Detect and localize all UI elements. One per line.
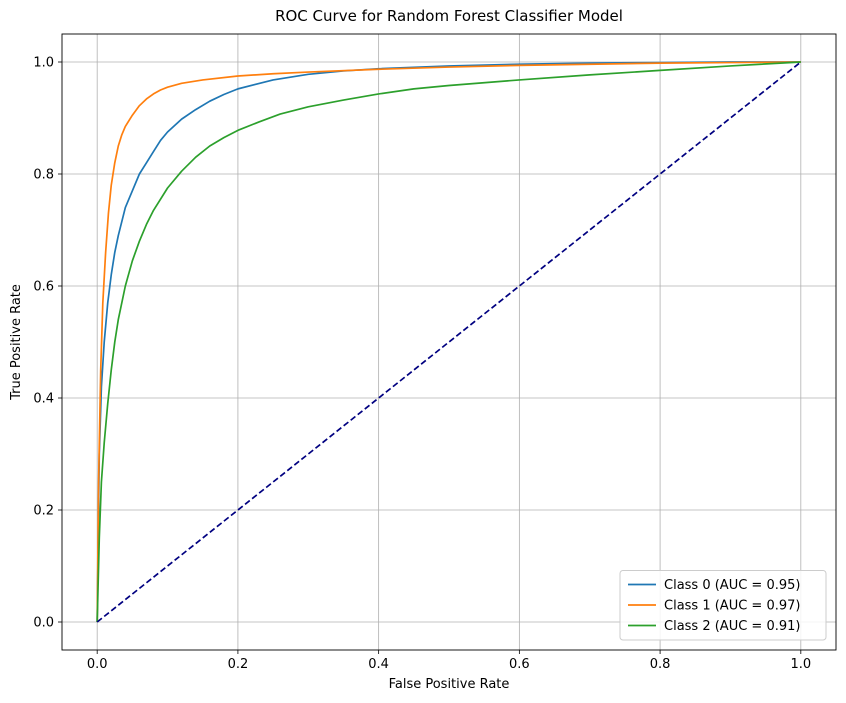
y-tick-label: 0.0 [33, 616, 54, 631]
grid-layer [62, 34, 836, 650]
legend: Class 0 (AUC = 0.95) Class 1 (AUC = 0.97)… [619, 570, 827, 641]
x-tick-label: 0.2 [228, 657, 249, 672]
plot-frame [61, 33, 837, 651]
y-tick-label: 1.0 [33, 56, 54, 71]
legend-label: Class 0 (AUC = 0.95) [664, 578, 800, 593]
y-axis-label: True Positive Rate [9, 284, 24, 401]
x-tick-label: 0.6 [509, 657, 530, 672]
x-tick-label: 0.4 [368, 657, 389, 672]
chart-title: ROC Curve for Random Forest Classifier M… [275, 7, 623, 25]
legend-box [619, 570, 827, 641]
x-tick-label: 0.8 [650, 657, 671, 672]
series-layer [96, 61, 802, 623]
x-axis-label: False Positive Rate [389, 677, 510, 692]
y-tick-label: 0.8 [33, 168, 54, 183]
legend-label: Class 1 (AUC = 0.97) [664, 599, 800, 614]
x-tick-label: 0.0 [87, 657, 108, 672]
y-tick-label: 0.2 [33, 504, 54, 519]
roc-series-line-2 [96, 61, 801, 623]
y-tick-label: 0.6 [33, 280, 54, 295]
roc-series-line-1 [96, 61, 801, 623]
y-tick-label: 0.4 [33, 392, 54, 407]
legend-label: Class 2 (AUC = 0.91) [664, 619, 800, 634]
roc-series-line-0 [96, 61, 801, 623]
tick-layer: 0.0 0.2 0.4 0.6 0.8 1.0 0.0 0.2 0.4 0.6 0.8 1.0 [33, 56, 811, 673]
diagonal-reference-line [96, 61, 802, 623]
x-tick-label: 1.0 [790, 657, 811, 672]
